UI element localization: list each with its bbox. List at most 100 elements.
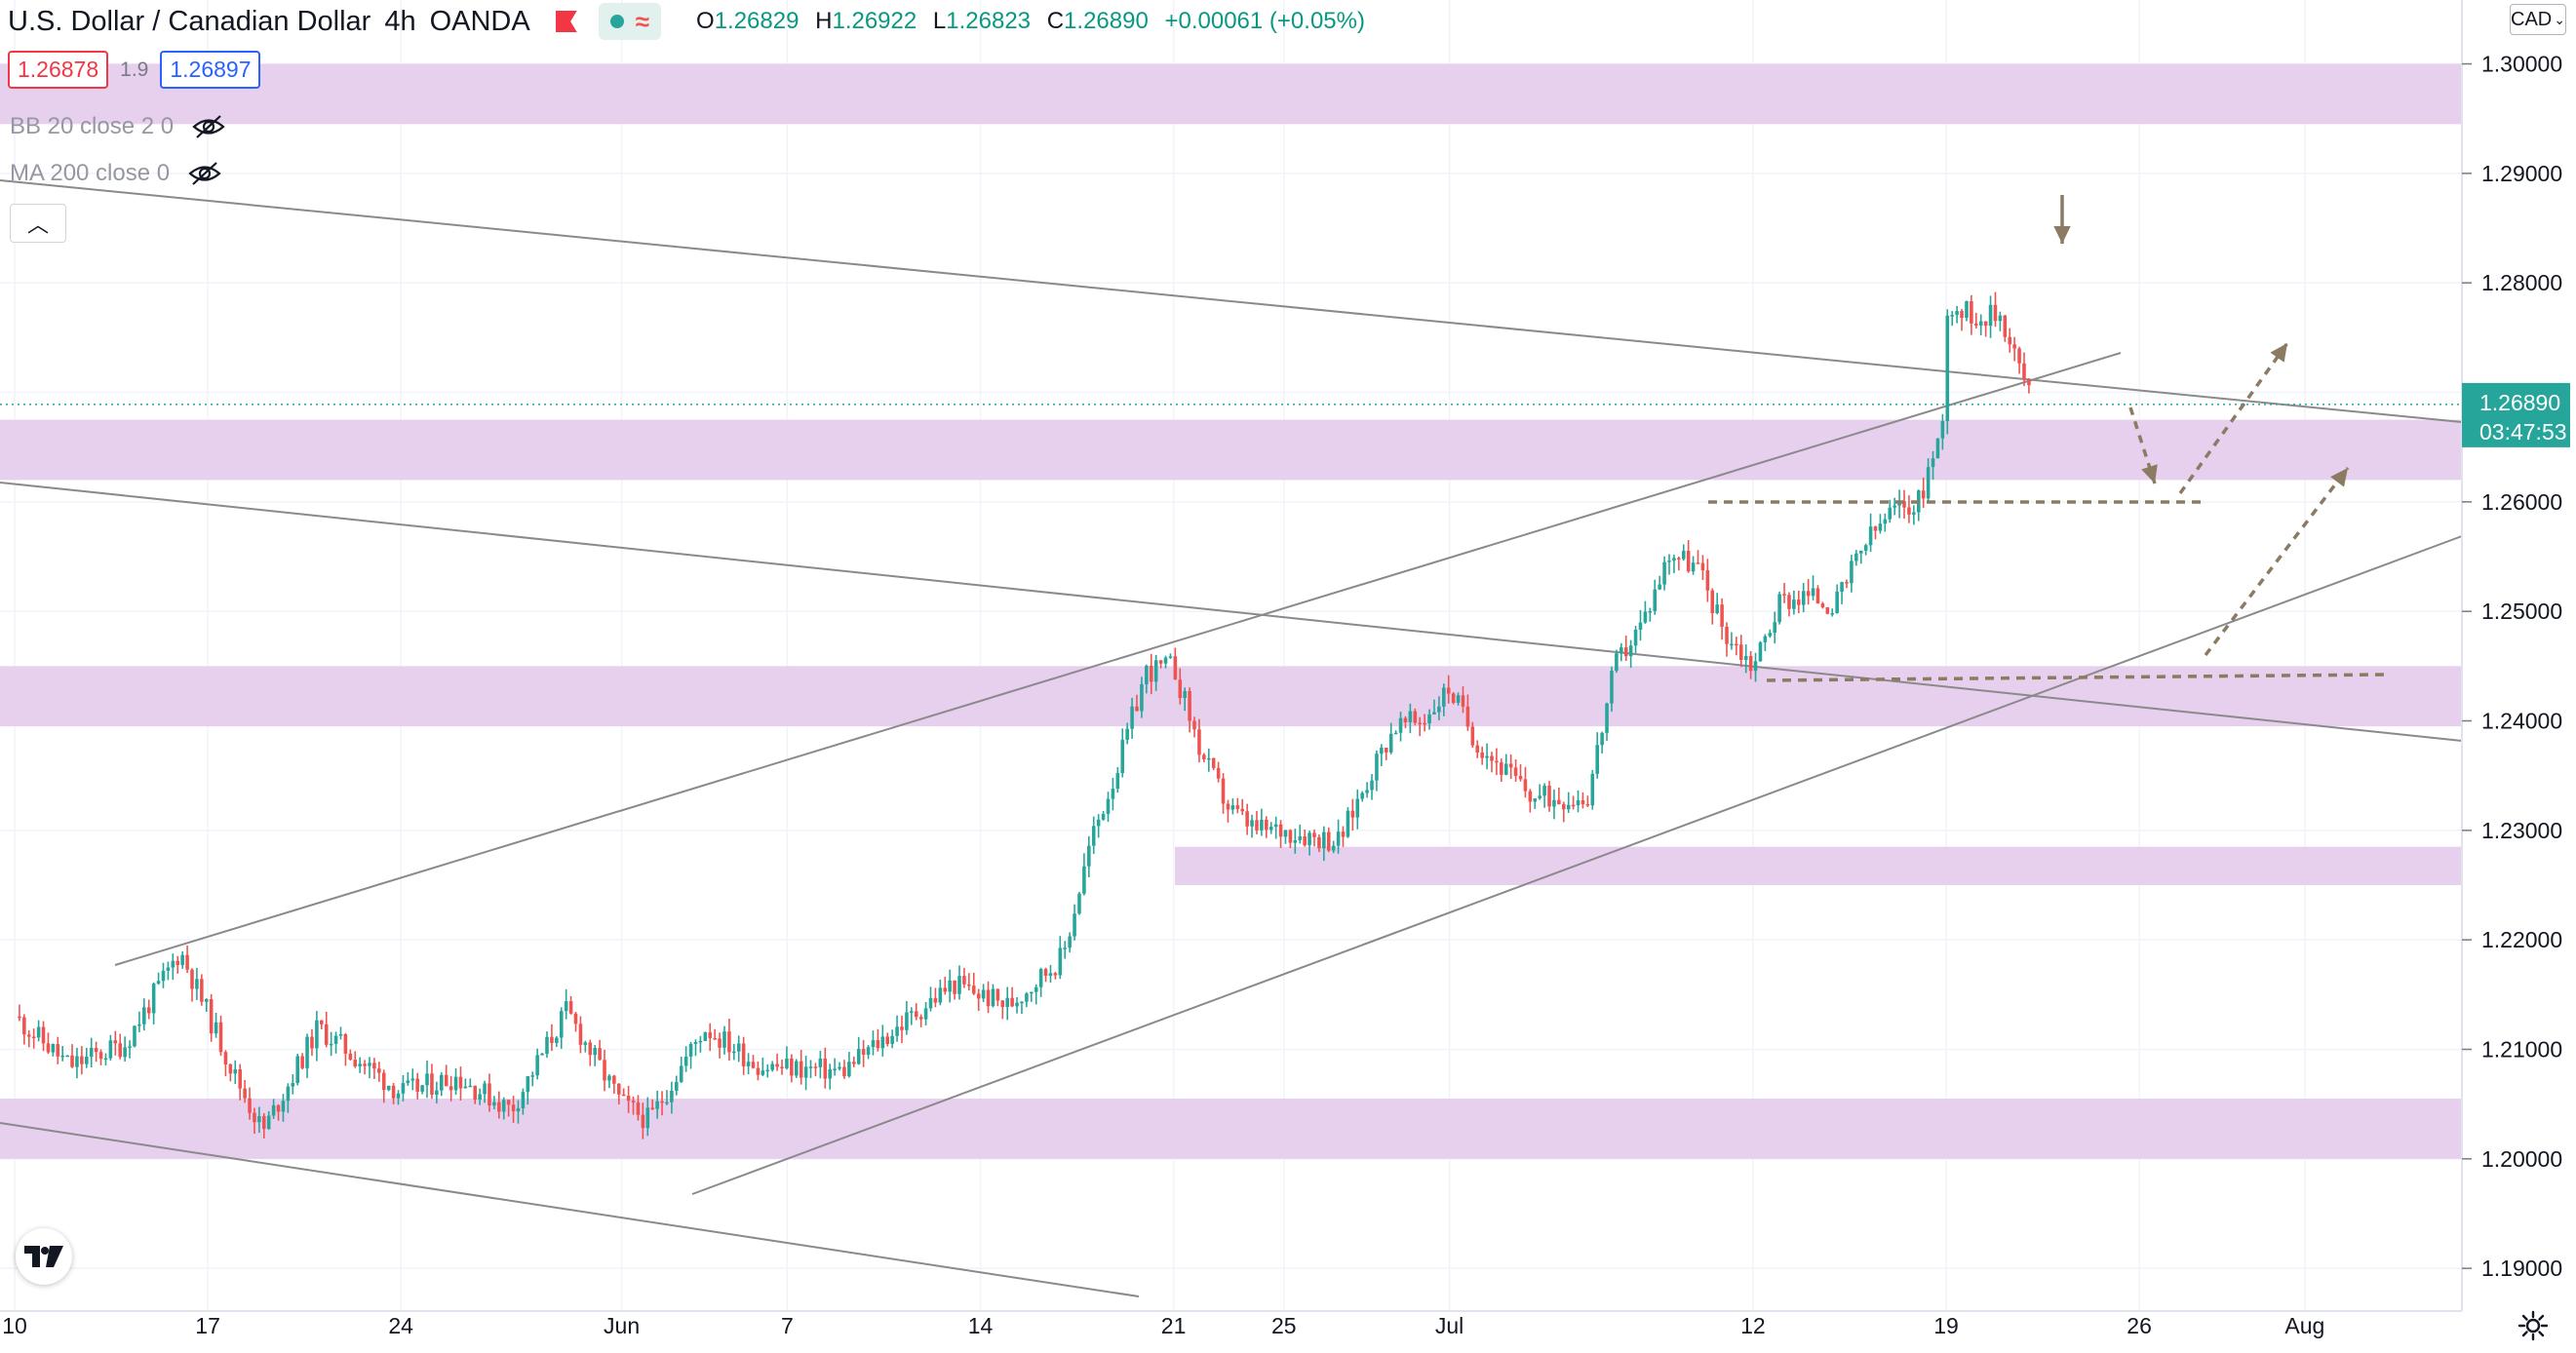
candle-body: [905, 1012, 909, 1030]
candle-body: [986, 989, 991, 1007]
candle-body: [871, 1040, 876, 1048]
candle-body: [1547, 786, 1551, 807]
time-axis[interactable]: 10 17 24 Jun 7 14 21 25 Jul 12 19 26 Aug: [0, 1310, 2576, 1353]
candle-body: [1240, 808, 1244, 812]
gear-icon[interactable]: [2514, 1306, 2553, 1345]
candle-body: [75, 1056, 79, 1067]
candle-body: [1135, 706, 1139, 712]
forecast-arrow-head: [2330, 468, 2348, 487]
candle-body: [435, 1090, 439, 1095]
symbol-title[interactable]: U.S. Dollar / Canadian Dollar: [8, 5, 371, 37]
candle-body: [1883, 519, 1888, 524]
candle-body: [180, 954, 184, 966]
candle-body: [1854, 553, 1858, 561]
indicator-bb[interactable]: BB 20 close 2 0: [10, 113, 226, 140]
candle-body: [1858, 550, 1863, 554]
candle-body: [564, 1001, 568, 1012]
candle-body: [612, 1075, 616, 1084]
candle-body: [2003, 315, 2008, 337]
candle-body: [161, 970, 166, 982]
candle-body: [1120, 739, 1125, 774]
candle-body: [1782, 594, 1786, 596]
open-label: O: [696, 8, 715, 34]
open-value: 1.26829: [714, 8, 800, 34]
candle-body: [333, 1035, 338, 1044]
zone-band: [1175, 846, 2462, 886]
candle-body: [1432, 712, 1436, 715]
candle-body: [1475, 745, 1480, 753]
candle-body: [1260, 819, 1264, 831]
candle-body: [823, 1058, 828, 1079]
candle-body: [1163, 657, 1168, 664]
high-label: H: [815, 8, 833, 34]
candle-body: [1192, 720, 1196, 730]
candle-body: [683, 1056, 688, 1066]
candle-body: [1188, 690, 1191, 721]
currency-menu[interactable]: CAD ⌄: [2510, 4, 2566, 35]
trend-line: [0, 482, 2463, 742]
candle-body: [1350, 810, 1355, 818]
candle-body: [133, 1025, 137, 1047]
candle-body: [593, 1048, 597, 1056]
candle-body: [1585, 803, 1590, 806]
indicator-ma[interactable]: MA 200 close 0: [10, 160, 222, 187]
eye-off-icon[interactable]: [187, 161, 222, 186]
candle-body: [1835, 591, 1839, 613]
buy-button[interactable]: 1.26897: [160, 51, 261, 89]
candle-body: [1043, 969, 1048, 976]
price-tick-label: 1.23000: [2481, 818, 2562, 843]
candle-body: [1797, 599, 1801, 605]
candle-body: [1490, 755, 1494, 761]
candle-body: [856, 1049, 861, 1064]
candle-body: [1038, 969, 1043, 987]
candle-body: [146, 1007, 151, 1014]
candle-body: [1988, 304, 1993, 327]
candle-body: [56, 1044, 60, 1057]
candle-body: [1077, 893, 1081, 914]
candle-body: [257, 1115, 261, 1123]
collapse-legend-button[interactable]: ︿: [10, 204, 66, 243]
candle-body: [1158, 660, 1163, 664]
candle-body: [803, 1066, 808, 1078]
candle-body: [526, 1076, 530, 1093]
candle-body: [1106, 798, 1111, 814]
candle-body: [300, 1056, 304, 1068]
candle-body: [1365, 790, 1369, 793]
eye-off-icon[interactable]: [191, 114, 226, 139]
candle-body: [2017, 348, 2021, 364]
candle-body: [1633, 629, 1638, 646]
candle-body: [1461, 695, 1465, 707]
candle-body: [1696, 562, 1700, 564]
candle-body: [1082, 866, 1086, 894]
candle-body: [253, 1112, 256, 1123]
candle-body: [295, 1056, 299, 1084]
sell-button[interactable]: 1.26878: [8, 51, 109, 89]
candle-body: [1010, 997, 1014, 1007]
candle-body: [636, 1102, 641, 1115]
interval-label[interactable]: 4h: [384, 5, 416, 37]
candle-body: [1278, 824, 1283, 837]
zone-band: [0, 419, 2462, 481]
candle-body: [688, 1043, 693, 1057]
candle-body: [1268, 827, 1273, 831]
candle-body: [176, 960, 180, 966]
candle-body: [60, 1055, 64, 1058]
price-axis[interactable]: 1.300001.290001.280001.270001.260001.250…: [2461, 0, 2576, 1316]
candle-body: [785, 1058, 789, 1068]
candle-body: [1153, 660, 1158, 682]
candle-body: [1672, 558, 1676, 561]
market-status-pill[interactable]: ≈: [598, 3, 662, 40]
candle-body: [1738, 644, 1743, 661]
candle-body: [1173, 656, 1178, 680]
candle-body: [1552, 799, 1556, 807]
candle-body: [1648, 610, 1653, 613]
candle-body: [818, 1058, 823, 1067]
time-tick-label: 25: [1271, 1313, 1297, 1338]
candle-body: [483, 1083, 487, 1095]
candle-body: [607, 1075, 611, 1081]
candle-body: [583, 1042, 588, 1045]
flag-icon[interactable]: [555, 11, 577, 32]
tradingview-logo-icon[interactable]: [16, 1228, 72, 1285]
candle-body: [650, 1107, 654, 1109]
